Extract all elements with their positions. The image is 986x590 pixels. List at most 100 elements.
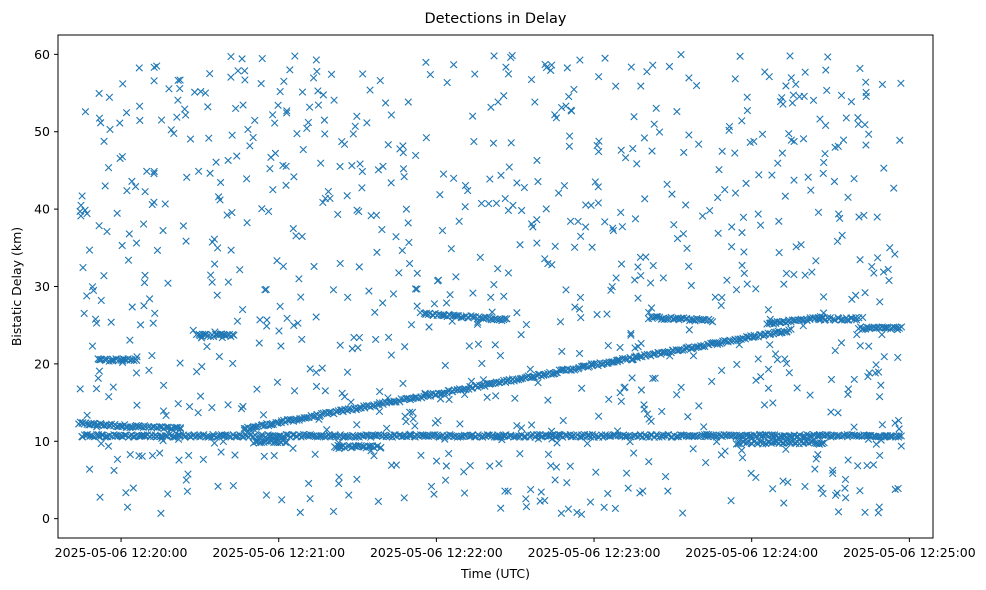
track-detection-point	[101, 433, 109, 441]
clutter-detection-point	[868, 262, 876, 271]
clutter-detection-point	[565, 92, 573, 101]
clutter-detection-point	[880, 164, 888, 172]
clutter-detection-point	[135, 64, 143, 72]
clutter-detection-point	[449, 60, 458, 69]
clutter-detection-point	[213, 244, 222, 252]
clutter-detection-point	[622, 469, 631, 477]
clutter-detection-point	[268, 111, 277, 119]
plot-frame	[57, 34, 934, 539]
clutter-detection-point	[436, 395, 445, 403]
clutter-detection-point	[387, 351, 396, 359]
clutter-detection-point	[184, 451, 193, 460]
clutter-detection-point	[827, 375, 836, 384]
clutter-detection-point	[189, 326, 197, 335]
clutter-detection-point	[879, 268, 888, 276]
clutter-detection-point	[243, 219, 251, 227]
clutter-detection-point	[422, 133, 431, 142]
clutter-detection-point	[677, 50, 685, 59]
clutter-detection-point	[336, 162, 344, 171]
clutter-detection-point	[136, 321, 145, 329]
clutter-detection-point	[819, 309, 828, 317]
clutter-detection-point	[595, 137, 603, 145]
clutter-detection-point	[334, 210, 342, 219]
clutter-detection-point	[833, 237, 842, 246]
clutter-detection-point	[819, 489, 827, 498]
clutter-detection-point	[395, 269, 403, 277]
clutter-detection-point	[417, 451, 425, 459]
clutter-detection-point	[430, 300, 439, 308]
clutter-detection-point	[105, 93, 114, 102]
clutter-detection-point	[104, 163, 113, 172]
clutter-detection-point	[208, 278, 216, 286]
clutter-detection-point	[94, 431, 103, 439]
clutter-detection-point	[551, 111, 559, 119]
clutter-detection-point	[811, 465, 819, 473]
clutter-detection-point	[378, 299, 387, 307]
clutter-detection-point	[384, 141, 392, 149]
clutter-detection-point	[541, 60, 549, 69]
clutter-detection-point	[591, 178, 599, 186]
y-tick-label: 40	[34, 202, 50, 217]
clutter-detection-point	[565, 142, 574, 150]
clutter-detection-point	[427, 482, 436, 491]
clutter-detection-point	[631, 215, 640, 223]
clutter-detection-point	[687, 281, 696, 290]
clutter-detection-point	[624, 484, 632, 492]
clutter-detection-point	[862, 92, 870, 101]
clutter-detection-point	[766, 315, 774, 324]
clutter-detection-point	[727, 243, 736, 251]
clutter-detection-point	[371, 335, 380, 344]
clutter-detection-point	[645, 415, 653, 423]
clutter-detection-point	[123, 186, 131, 195]
clutter-detection-point	[336, 259, 344, 268]
clutter-detection-point	[702, 430, 711, 438]
clutter-detection-point	[738, 228, 746, 237]
clutter-detection-point	[411, 151, 420, 160]
clutter-detection-point	[290, 321, 298, 330]
clutter-detection-point	[316, 159, 325, 167]
clutter-detection-point	[814, 208, 823, 216]
clutter-detection-point	[81, 206, 89, 214]
clutter-detection-point	[533, 239, 541, 247]
clutter-detection-point	[239, 101, 247, 109]
clutter-detection-point	[358, 167, 367, 176]
clutter-detection-point	[617, 146, 625, 154]
clutter-detection-point	[336, 341, 344, 349]
clutter-detection-point	[517, 330, 525, 339]
clutter-detection-point	[742, 179, 750, 188]
track-detection-point	[364, 432, 373, 440]
clutter-detection-point	[617, 397, 626, 405]
clutter-detection-point	[847, 97, 856, 106]
clutter-detection-point	[736, 52, 744, 60]
clutter-detection-point	[387, 111, 396, 119]
track-detection-point	[176, 425, 185, 433]
track-detection-point	[780, 328, 789, 336]
clutter-detection-point	[387, 461, 396, 469]
clutter-detection-point	[773, 355, 782, 364]
clutter-detection-point	[738, 453, 747, 462]
clutter-detection-point	[176, 359, 184, 367]
clutter-detection-point	[878, 330, 886, 339]
clutter-detection-point	[324, 187, 333, 196]
clutter-detection-point	[647, 304, 656, 312]
clutter-detection-point	[504, 70, 513, 78]
clutter-detection-point	[565, 132, 574, 140]
track-detection-point	[881, 323, 890, 332]
track-detection-point	[220, 431, 229, 439]
clutter-detection-point	[468, 112, 477, 120]
clutter-detection-point	[282, 181, 290, 189]
clutter-detection-point	[106, 125, 114, 134]
clutter-detection-point	[527, 421, 536, 429]
clutter-detection-point	[837, 339, 846, 347]
clutter-detection-point	[586, 498, 595, 506]
clutter-detection-point	[637, 386, 646, 394]
clutter-detection-point	[649, 61, 657, 69]
clutter-detection-point	[227, 73, 235, 81]
clutter-detection-point	[411, 285, 420, 293]
clutter-detection-point	[681, 201, 690, 209]
clutter-detection-point	[894, 416, 903, 425]
clutter-detection-point	[717, 366, 726, 375]
clutter-detection-point	[679, 230, 688, 238]
clutter-detection-point	[208, 403, 216, 412]
clutter-detection-point	[135, 102, 144, 110]
